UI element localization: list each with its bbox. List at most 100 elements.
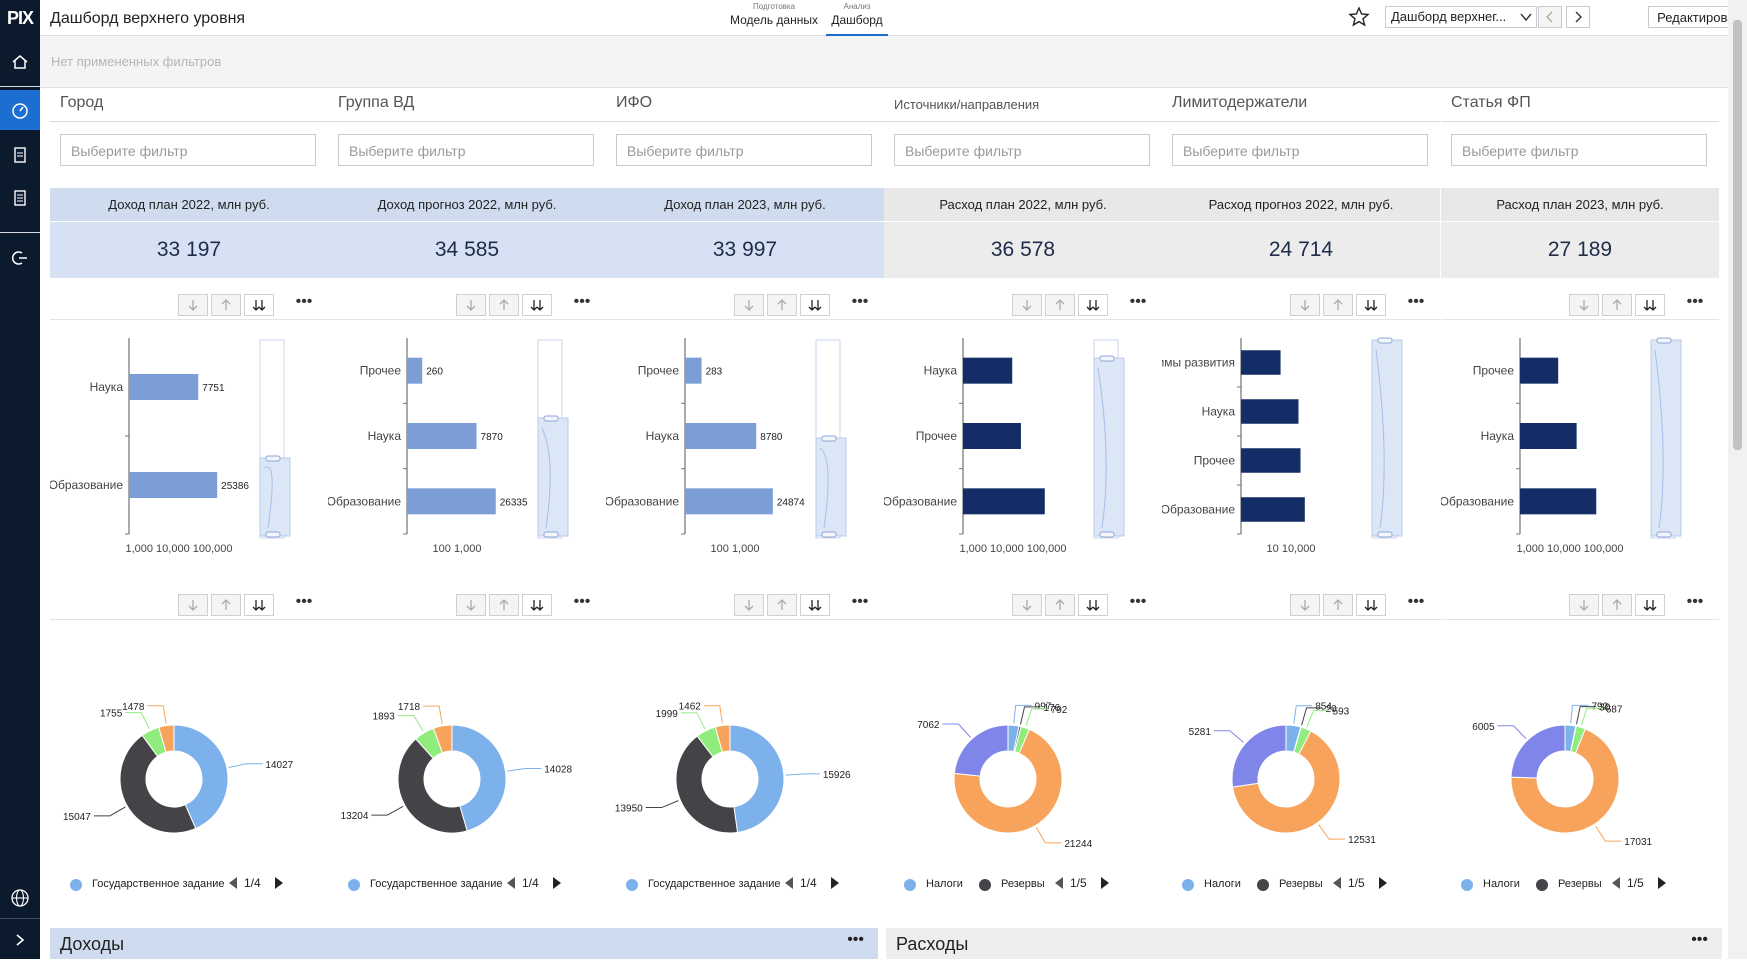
sort-descending-button[interactable] bbox=[178, 294, 208, 316]
leader-line bbox=[942, 723, 971, 738]
legend-item[interactable]: Налоги bbox=[1204, 878, 1241, 890]
sort-ascending-button[interactable] bbox=[767, 594, 797, 616]
more-icon[interactable]: ••• bbox=[1129, 593, 1147, 610]
more-icon[interactable]: ••• bbox=[573, 593, 591, 610]
legend-item[interactable]: Резервы bbox=[1558, 878, 1602, 890]
legend-next-icon[interactable] bbox=[1100, 876, 1110, 893]
more-icon[interactable]: ••• bbox=[295, 293, 313, 310]
report-icon[interactable] bbox=[0, 135, 40, 175]
drill-down-button[interactable] bbox=[1356, 294, 1386, 316]
drill-down-button[interactable] bbox=[800, 594, 830, 616]
expand-sidebar-icon[interactable] bbox=[0, 920, 40, 960]
sort-descending-button[interactable] bbox=[734, 294, 764, 316]
sort-descending-button[interactable] bbox=[1012, 294, 1042, 316]
legend-item[interactable]: Резервы bbox=[1279, 878, 1323, 890]
drill-down-button[interactable] bbox=[1635, 294, 1665, 316]
legend-next-icon[interactable] bbox=[552, 876, 562, 893]
applied-filters-bar: Нет примененных фильтров bbox=[40, 36, 1728, 88]
filter-input[interactable]: Выберите фильтр bbox=[894, 134, 1150, 166]
next-dashboard-button[interactable] bbox=[1566, 6, 1590, 28]
filter-input[interactable]: Выберите фильтр bbox=[1172, 134, 1428, 166]
navigator-selection bbox=[1371, 339, 1403, 537]
navigator-series bbox=[1375, 349, 1385, 529]
legend-item[interactable]: Государственное задание bbox=[370, 878, 503, 890]
filter-input[interactable]: Выберите фильтр bbox=[60, 134, 316, 166]
legend-item[interactable]: Государственное задание bbox=[648, 878, 781, 890]
sort-descending-button[interactable] bbox=[456, 294, 486, 316]
sort-ascending-button[interactable] bbox=[1323, 294, 1353, 316]
navigator-handle bbox=[1099, 355, 1115, 362]
globe-icon[interactable] bbox=[0, 878, 40, 918]
more-icon[interactable]: ••• bbox=[1686, 293, 1704, 310]
sort-descending-button[interactable] bbox=[734, 594, 764, 616]
sort-descending-button[interactable] bbox=[456, 594, 486, 616]
favorite-star-icon[interactable] bbox=[1348, 6, 1370, 31]
document-icon[interactable] bbox=[0, 178, 40, 218]
drill-down-button[interactable] bbox=[800, 294, 830, 316]
sort-ascending-button[interactable] bbox=[211, 594, 241, 616]
sort-descending-button[interactable] bbox=[1290, 294, 1320, 316]
home-icon[interactable] bbox=[0, 42, 40, 82]
sort-ascending-button[interactable] bbox=[1045, 294, 1075, 316]
sort-descending-button[interactable] bbox=[1290, 594, 1320, 616]
sort-descending-button[interactable] bbox=[1569, 294, 1599, 316]
legend-prev-icon[interactable] bbox=[1054, 876, 1064, 893]
drill-down-button[interactable] bbox=[522, 294, 552, 316]
tab-dashboard[interactable]: Анализ Дашборд bbox=[826, 0, 888, 36]
sort-ascending-button[interactable] bbox=[1602, 294, 1632, 316]
edit-button[interactable]: Редактировать bbox=[1648, 6, 1747, 28]
page-scrollbar[interactable] bbox=[1728, 0, 1747, 959]
sort-descending-button[interactable] bbox=[1569, 594, 1599, 616]
drill-down-button[interactable] bbox=[244, 594, 274, 616]
legend-next-icon[interactable] bbox=[274, 876, 284, 893]
legend-prev-icon[interactable] bbox=[1332, 876, 1342, 893]
filter-input[interactable]: Выберите фильтр bbox=[1451, 134, 1707, 166]
filter-input[interactable]: Выберите фильтр bbox=[338, 134, 594, 166]
drill-down-button[interactable] bbox=[1356, 594, 1386, 616]
filter-input[interactable]: Выберите фильтр bbox=[616, 134, 872, 166]
logout-icon[interactable] bbox=[0, 238, 40, 278]
legend-next-icon[interactable] bbox=[1378, 876, 1388, 893]
legend-prev-icon[interactable] bbox=[1611, 876, 1621, 893]
drill-down-button[interactable] bbox=[244, 294, 274, 316]
legend-item[interactable]: Резервы bbox=[1001, 878, 1045, 890]
more-icon[interactable]: ••• bbox=[1129, 293, 1147, 310]
legend-next-icon[interactable] bbox=[830, 876, 840, 893]
sort-ascending-button[interactable] bbox=[767, 294, 797, 316]
legend-prev-icon[interactable] bbox=[228, 876, 238, 893]
sort-ascending-button[interactable] bbox=[489, 294, 519, 316]
sort-ascending-button[interactable] bbox=[489, 594, 519, 616]
dashboard-select[interactable]: Дашборд верхнег... bbox=[1385, 6, 1537, 28]
drill-down-button[interactable] bbox=[1078, 294, 1108, 316]
sort-ascending-button[interactable] bbox=[211, 294, 241, 316]
more-icon[interactable]: ••• bbox=[1691, 931, 1708, 948]
drill-down-button[interactable] bbox=[1635, 594, 1665, 616]
tab-data-model[interactable]: Подготовка Модель данных bbox=[722, 0, 826, 36]
prev-dashboard-button[interactable] bbox=[1538, 6, 1562, 28]
sort-descending-button[interactable] bbox=[178, 594, 208, 616]
legend-item[interactable]: Налоги bbox=[926, 878, 963, 890]
sort-ascending-button[interactable] bbox=[1323, 594, 1353, 616]
scrollbar-thumb[interactable] bbox=[1733, 20, 1742, 450]
more-icon[interactable]: ••• bbox=[851, 293, 869, 310]
more-icon[interactable]: ••• bbox=[295, 593, 313, 610]
sort-descending-button[interactable] bbox=[1012, 594, 1042, 616]
legend-prev-icon[interactable] bbox=[784, 876, 794, 893]
legend-next-icon[interactable] bbox=[1657, 876, 1667, 893]
legend-item[interactable]: Налоги bbox=[1483, 878, 1520, 890]
sort-ascending-button[interactable] bbox=[1045, 594, 1075, 616]
data-label: 20 bbox=[1326, 704, 1338, 715]
more-icon[interactable]: ••• bbox=[851, 593, 869, 610]
legend-prev-icon[interactable] bbox=[506, 876, 516, 893]
more-icon[interactable]: ••• bbox=[1686, 593, 1704, 610]
drill-down-button[interactable] bbox=[522, 594, 552, 616]
category-label: Образование bbox=[328, 494, 401, 508]
more-icon[interactable]: ••• bbox=[847, 931, 864, 948]
drill-down-button[interactable] bbox=[1078, 594, 1108, 616]
more-icon[interactable]: ••• bbox=[1407, 593, 1425, 610]
more-icon[interactable]: ••• bbox=[573, 293, 591, 310]
sort-ascending-button[interactable] bbox=[1602, 594, 1632, 616]
more-icon[interactable]: ••• bbox=[1407, 293, 1425, 310]
dashboard-icon[interactable] bbox=[0, 90, 40, 130]
legend-item[interactable]: Государственное задание bbox=[92, 878, 225, 890]
